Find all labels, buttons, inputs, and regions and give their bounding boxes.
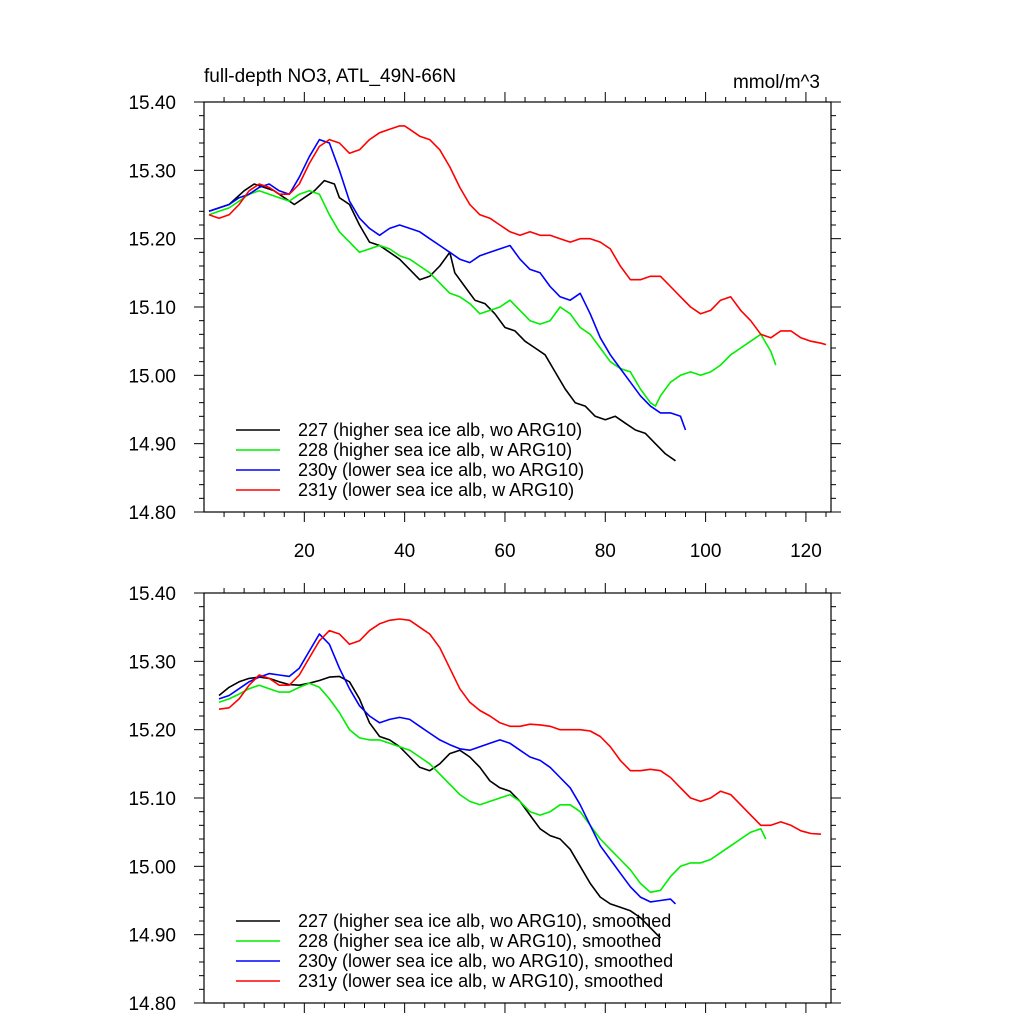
top-panel: full-depth NO3, ATL_49N-66N mmol/m^3 14.…: [128, 66, 841, 562]
y-tick-label: 15.30: [128, 161, 176, 182]
legend-label-1: 228 (higher sea ice alb, w ARG10): [298, 440, 572, 460]
series-line-2: [208, 138, 687, 431]
legend-label-0: 227 (higher sea ice alb, wo ARG10), smoo…: [298, 911, 671, 931]
y-tick-label: 15.40: [128, 584, 176, 605]
legend-label-2: 230y (lower sea ice alb, wo ARG10), smoo…: [298, 951, 673, 971]
series-group-bottom: [218, 618, 822, 939]
series-line-2: [218, 633, 677, 905]
legend-label-3: 231y (lower sea ice alb, w ARG10), smoot…: [298, 971, 663, 991]
series-group-top: [208, 125, 827, 462]
x-tick-label: 20: [294, 541, 315, 562]
y-tick-label: 14.90: [128, 926, 176, 947]
legend-label-1: 228 (higher sea ice alb, w ARG10), smoot…: [298, 931, 661, 951]
legend-bottom: 227 (higher sea ice alb, wo ARG10), smoo…: [236, 911, 673, 991]
legend-label-2: 230y (lower sea ice alb, wo ARG10): [298, 460, 584, 480]
bottom-panel: 14.80 14.90 15.00 15.10 15.20 15.30 15.40 227 …: [128, 583, 841, 1015]
legend-top: 227 (higher sea ice alb, wo ARG10)228 (h…: [236, 420, 584, 500]
legend-label-3: 231y (lower sea ice alb, w ARG10): [298, 480, 574, 500]
y-tick-label: 14.80: [128, 994, 176, 1015]
legend-label-0: 227 (higher sea ice alb, wo ARG10): [298, 420, 582, 440]
series-line-1: [218, 682, 767, 894]
series-line-3: [218, 618, 822, 835]
series-line-3: [208, 125, 827, 346]
y-tick-label: 15.20: [128, 721, 176, 742]
x-tick-label: 120: [790, 541, 822, 562]
tick-group-top: 14.80 14.90 15.00 15.10 15.20 15.30 15.40 20 40 6…: [128, 92, 841, 562]
y-tick-label: 14.80: [128, 503, 176, 524]
tick-group-bottom: 14.80 14.90 15.00 15.10 15.20 15.30 15.40: [128, 583, 841, 1015]
y-tick-label: 15.10: [128, 789, 176, 810]
series-line-1: [208, 190, 777, 407]
x-tick-label: 60: [494, 541, 515, 562]
y-tick-label: 14.90: [128, 435, 176, 456]
x-tick-label: 40: [394, 541, 415, 562]
y-tick-label: 15.00: [128, 366, 176, 387]
units-label: mmol/m^3: [733, 72, 820, 93]
y-tick-label: 15.10: [128, 298, 176, 319]
y-tick-label: 15.20: [128, 230, 176, 251]
x-tick-label: 80: [595, 541, 616, 562]
x-tick-label: 100: [690, 541, 722, 562]
y-tick-label: 15.00: [128, 857, 176, 878]
series-line-0: [208, 179, 676, 462]
series-line-0: [218, 675, 662, 939]
y-tick-label: 15.40: [128, 93, 176, 114]
chart-title: full-depth NO3, ATL_49N-66N: [204, 66, 456, 87]
y-tick-label: 15.30: [128, 652, 176, 673]
